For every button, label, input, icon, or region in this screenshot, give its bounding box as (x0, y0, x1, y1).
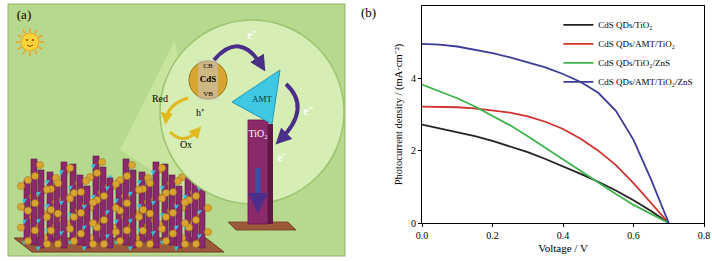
svg-text:(a): (a) (17, 7, 31, 22)
svg-text:e⁻: e⁻ (303, 104, 312, 118)
svg-text:(b): (b) (361, 5, 376, 20)
svg-text:e⁻: e⁻ (247, 28, 256, 42)
svg-text:0: 0 (411, 218, 416, 229)
svg-text:0.8: 0.8 (698, 230, 711, 241)
svg-text:0.6: 0.6 (627, 230, 640, 241)
svg-text:CdS QDs/AMT/TiO₂/ZnS: CdS QDs/AMT/TiO₂/ZnS (598, 77, 692, 87)
svg-text:e⁻: e⁻ (278, 151, 287, 163)
svg-text:CdS QDs/TiO₂/ZnS: CdS QDs/TiO₂/ZnS (598, 58, 670, 68)
svg-text:CdS QDs/AMT/TiO₂: CdS QDs/AMT/TiO₂ (598, 39, 675, 49)
svg-text:2: 2 (411, 145, 416, 156)
svg-text:Voltage / V: Voltage / V (538, 242, 588, 254)
svg-text:AMT: AMT (252, 94, 273, 104)
svg-text:0.4: 0.4 (557, 230, 570, 241)
svg-text:CdS: CdS (200, 74, 217, 84)
svg-text:VB: VB (203, 90, 213, 98)
svg-text:Red: Red (152, 93, 168, 104)
svg-text:CdS QDs/TiO₂: CdS QDs/TiO₂ (598, 20, 652, 30)
svg-text:Ox: Ox (180, 139, 192, 150)
svg-text:TiO₂: TiO₂ (248, 128, 267, 139)
svg-text:Photocurrent density / (mA·cm⁻: Photocurrent density / (mA·cm⁻²) (393, 43, 405, 185)
svg-text:CB: CB (203, 62, 213, 70)
svg-text:0.2: 0.2 (486, 230, 499, 241)
svg-text:h⁺: h⁺ (196, 107, 205, 118)
svg-text:0.0: 0.0 (416, 230, 429, 241)
svg-text:4: 4 (411, 73, 416, 84)
